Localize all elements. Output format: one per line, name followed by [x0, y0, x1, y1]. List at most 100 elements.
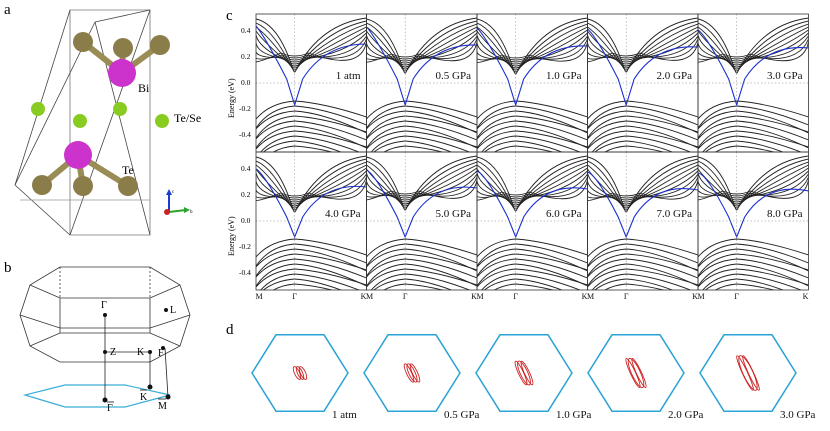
- panel-c-letter: c: [226, 8, 233, 24]
- pressure-label: 1 atm: [336, 70, 361, 82]
- kpath-label: K: [803, 292, 809, 301]
- valence-band: [493, 145, 555, 152]
- te-atom: [73, 176, 93, 196]
- te-atom: [118, 176, 138, 196]
- conduction-band: [477, 20, 588, 73]
- valence-band: [256, 110, 367, 134]
- valence-band: [591, 135, 692, 152]
- conduction-band: [366, 170, 477, 201]
- conduction-band: [477, 158, 588, 210]
- svg-text:0.2: 0.2: [241, 52, 251, 61]
- panel-b-letter: b: [4, 260, 12, 276]
- conduction-band: [698, 29, 809, 66]
- conduction-band: [256, 35, 367, 61]
- valence-band: [698, 130, 809, 150]
- conduction-band: [366, 20, 477, 72]
- valence-band: [477, 263, 588, 287]
- fermi-contour: [520, 360, 534, 386]
- kpath-label: K: [471, 292, 477, 301]
- fermi-contour: [742, 355, 760, 391]
- svg-text:0.4: 0.4: [241, 164, 251, 173]
- kpath-label: Γ: [403, 292, 408, 301]
- surface-band: [587, 171, 698, 239]
- valence-band: [714, 283, 776, 290]
- pressure-label: 4.0 GPa: [325, 208, 361, 220]
- conduction-band: [477, 170, 588, 202]
- valence-band: [604, 145, 666, 152]
- panel-d: d 1 atm 0.5 GPa 1.0 GPa 2.0 GPa 3.0 GPa: [226, 322, 816, 421]
- svg-text:0.4: 0.4: [241, 26, 251, 35]
- pressure-label: 2.0 GPa: [657, 70, 693, 82]
- valence-band: [383, 145, 445, 152]
- svg-text:-0.2: -0.2: [239, 242, 251, 251]
- valence-band: [256, 248, 367, 272]
- valence-band: [587, 238, 698, 258]
- te-atom: [32, 175, 52, 195]
- panel-a-letter: a: [4, 2, 11, 18]
- conduction-band: [698, 179, 809, 201]
- conduction-band: [366, 158, 477, 209]
- valence-band: [366, 105, 477, 129]
- kpath-label: Γ: [624, 292, 629, 301]
- valence-band: [477, 130, 588, 150]
- conduction-band: [366, 167, 477, 203]
- valence-band: [481, 135, 582, 152]
- valence-band: [698, 238, 809, 258]
- valence-band: [256, 100, 367, 120]
- panel-c: c Energy (eV) Energy (eV) 0.4 0.2 0.0 -0…: [226, 8, 809, 301]
- conduction-band: [587, 26, 698, 67]
- kpath-label: K: [692, 292, 698, 301]
- panel-d-letter: d: [226, 322, 234, 338]
- conduction-band: [366, 164, 477, 205]
- valence-band: [477, 100, 588, 120]
- band-panel: 8.0 GPa: [697, 151, 809, 291]
- conduction-band: [256, 17, 367, 73]
- fermi-contour: [406, 363, 418, 383]
- te-atom: [73, 32, 93, 52]
- valence-band: [698, 258, 809, 279]
- svg-text:0.2: 0.2: [241, 190, 251, 199]
- valence-band: [477, 258, 588, 279]
- kpath-label: Γ: [292, 292, 297, 301]
- conduction-band: [477, 26, 588, 69]
- conduction-band: [698, 38, 809, 60]
- valence-band: [366, 268, 477, 288]
- conduction-band: [698, 26, 809, 68]
- valence-band: [477, 115, 588, 139]
- svg-text:-0.2: -0.2: [239, 104, 251, 113]
- valence-band: [698, 268, 809, 288]
- surface-band: [366, 26, 477, 107]
- conduction-band: [587, 23, 698, 69]
- conduction-band: [256, 41, 367, 63]
- panel-b: b Γ L Z K: [4, 260, 191, 414]
- valence-band: [587, 120, 698, 141]
- valence-band: [256, 253, 367, 277]
- valence-band: [256, 105, 367, 129]
- valence-band: [481, 273, 582, 290]
- conduction-band: [477, 41, 588, 63]
- valence-band: [702, 135, 803, 152]
- surface-bz-hexagon: [587, 334, 685, 412]
- conduction-band: [366, 32, 477, 64]
- conduction-band: [366, 155, 477, 211]
- conduction-band: [698, 17, 809, 74]
- valence-band: [698, 110, 809, 134]
- atoms: [31, 32, 170, 196]
- valence-band: [366, 263, 477, 287]
- bonds: [39, 39, 163, 189]
- valence-band: [366, 125, 477, 149]
- conduction-band: [256, 29, 367, 65]
- te-atom: [113, 38, 133, 58]
- surface-band: [366, 169, 477, 239]
- pressure-label: 6.0 GPa: [546, 208, 582, 220]
- conduction-band: [698, 23, 809, 70]
- valence-band: [587, 105, 698, 129]
- conduction-band: [587, 176, 698, 199]
- fermi-contour: [298, 366, 308, 380]
- valence-band: [591, 273, 692, 290]
- pressure-label: 3.0 GPa: [767, 70, 803, 82]
- conduction-band: [587, 20, 698, 71]
- yticks-bottom: 0.4 0.2 0.0 -0.2 -0.4: [239, 164, 251, 277]
